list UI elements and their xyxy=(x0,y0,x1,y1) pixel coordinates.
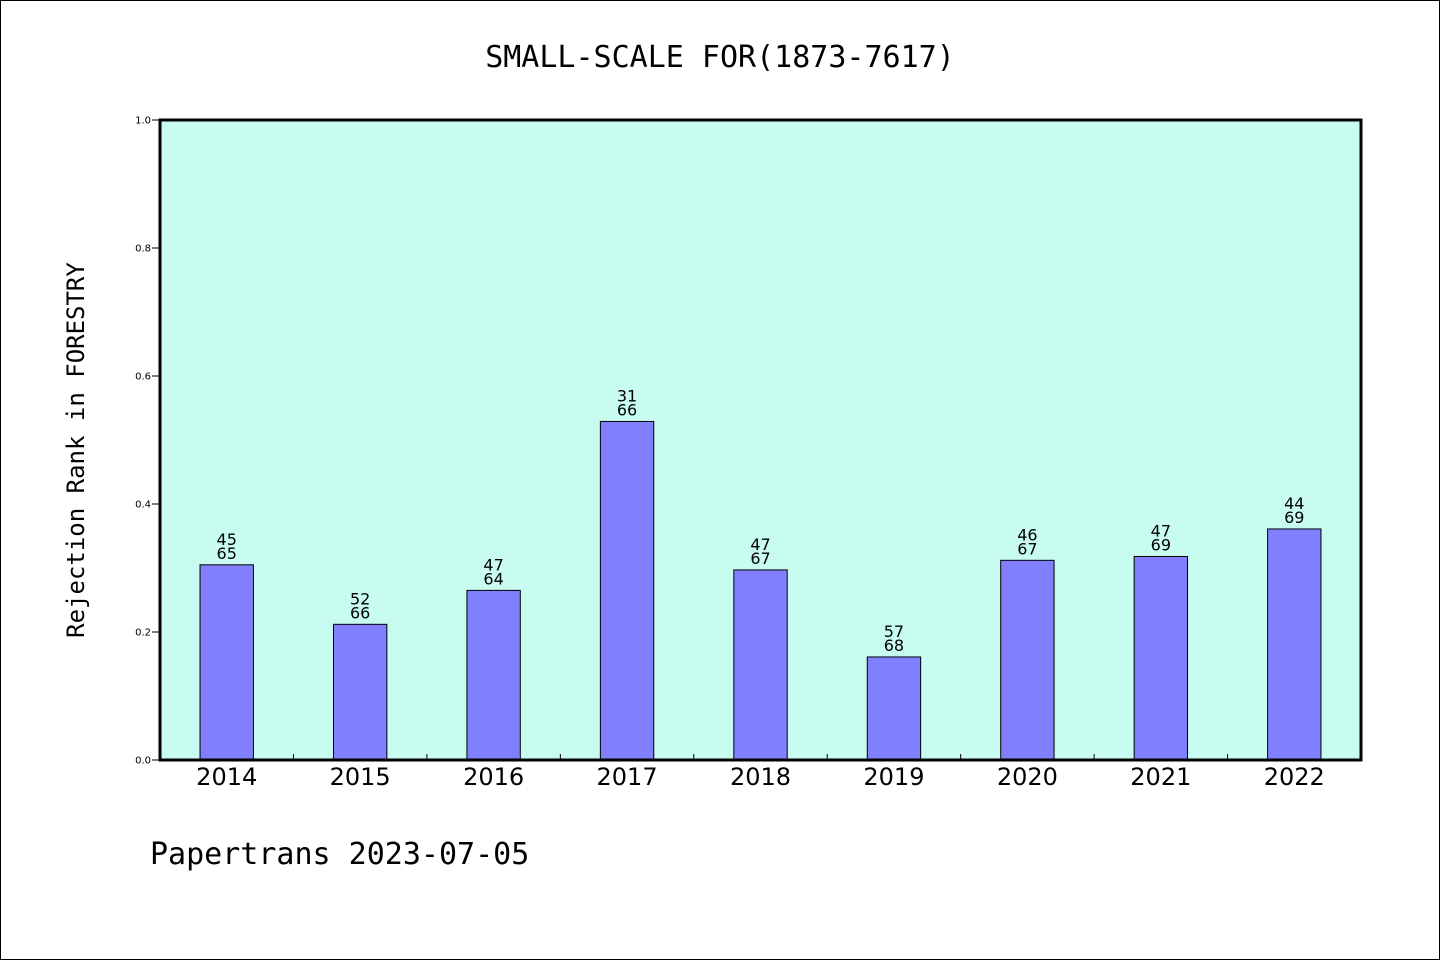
bar-2018 xyxy=(733,569,788,761)
bar-2015 xyxy=(332,623,388,761)
bar-label-top-2016: 47 xyxy=(483,555,503,574)
y-tick-label-0.2: 0.2 xyxy=(135,628,151,639)
footer-text: Papertrans 2023-07-05 xyxy=(150,837,529,872)
bar-label-bottom-2015: 66 xyxy=(350,603,370,622)
y-axis-label: Rejection Rank in FORESTRY xyxy=(62,262,90,638)
x-axis: 2014 2015 2016 2017 2018 2019 2020 2021 2022 xyxy=(196,754,1325,791)
y-tick-label-0.6: 0.6 xyxy=(135,372,151,383)
y-tick-label-1.0: 1.0 xyxy=(135,116,151,127)
bar-label-bottom-2018: 67 xyxy=(750,549,770,568)
bar-2017 xyxy=(599,420,655,761)
chart-title: SMALL-SCALE FOR(1873-7617) xyxy=(485,40,955,75)
x-tick-label-2020: 2020 xyxy=(997,763,1058,791)
bar-label-bottom-2021: 69 xyxy=(1151,535,1171,554)
bar-label-top-2015: 52 xyxy=(350,589,370,608)
bar-label-bottom-2014: 65 xyxy=(217,544,237,563)
bar-label-bottom-2019: 68 xyxy=(884,636,904,655)
bar-2019 xyxy=(866,656,922,761)
bar-2014 xyxy=(199,564,254,761)
x-tick-label-2014: 2014 xyxy=(196,763,257,791)
x-tick-label-2022: 2022 xyxy=(1264,763,1325,791)
bar-2020 xyxy=(1000,559,1055,761)
y-tick-label-0.8: 0.8 xyxy=(135,244,151,255)
bar-label-bottom-2017: 66 xyxy=(617,400,637,419)
y-axis: 0.0 0.2 0.4 0.6 0.8 1.0 xyxy=(135,116,160,767)
x-tick-label-2019: 2019 xyxy=(863,763,924,791)
bar-label-bottom-2016: 64 xyxy=(483,569,503,588)
x-tick-label-2021: 2021 xyxy=(1130,763,1191,791)
bar-label-top-2018: 47 xyxy=(750,535,770,554)
x-tick-label-2016: 2016 xyxy=(463,763,524,791)
y-tick-label-0.4: 0.4 xyxy=(135,500,151,511)
bar-label-top-2019: 57 xyxy=(884,622,904,641)
bar-2022 xyxy=(1267,528,1322,761)
bar-label-top-2017: 31 xyxy=(617,386,637,405)
bars-group xyxy=(199,420,1322,761)
y-tick-label-0.0: 0.0 xyxy=(135,756,151,767)
x-tick-label-2018: 2018 xyxy=(730,763,791,791)
bar-2016 xyxy=(466,589,521,761)
bar-label-bottom-2022: 69 xyxy=(1284,508,1304,527)
plot-frame xyxy=(158,118,1363,762)
bar-label-top-2014: 45 xyxy=(217,530,237,549)
x-tick-label-2017: 2017 xyxy=(597,763,658,791)
bar-label-bottom-2020: 67 xyxy=(1017,539,1037,558)
bar-label-top-2021: 47 xyxy=(1151,521,1171,540)
x-tick-label-2015: 2015 xyxy=(330,763,391,791)
bar-label-top-2022: 44 xyxy=(1284,494,1304,513)
bar-2021 xyxy=(1133,555,1189,761)
bar-label-top-2020: 46 xyxy=(1017,525,1037,544)
